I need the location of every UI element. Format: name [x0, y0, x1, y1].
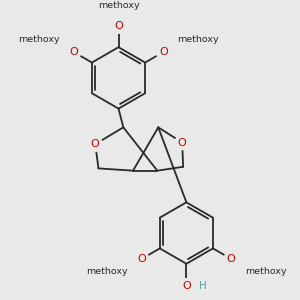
- Circle shape: [179, 279, 194, 293]
- Text: methoxy: methoxy: [177, 35, 219, 44]
- Text: methoxy: methoxy: [18, 35, 60, 44]
- Circle shape: [134, 252, 149, 266]
- Text: O: O: [227, 254, 236, 264]
- Text: H: H: [199, 281, 206, 291]
- Text: methoxy: methoxy: [98, 1, 139, 10]
- Text: O: O: [91, 139, 100, 149]
- Text: O: O: [159, 47, 168, 57]
- Text: O: O: [69, 47, 78, 57]
- Circle shape: [67, 45, 81, 59]
- Text: O: O: [114, 21, 123, 31]
- Text: O: O: [182, 281, 191, 291]
- Circle shape: [175, 135, 189, 150]
- Text: O: O: [178, 137, 187, 148]
- Text: O: O: [137, 254, 146, 264]
- Circle shape: [224, 252, 238, 266]
- Circle shape: [88, 137, 102, 151]
- Text: methoxy: methoxy: [86, 267, 128, 276]
- Text: methoxy: methoxy: [245, 267, 287, 276]
- Circle shape: [111, 19, 126, 33]
- Circle shape: [156, 45, 170, 59]
